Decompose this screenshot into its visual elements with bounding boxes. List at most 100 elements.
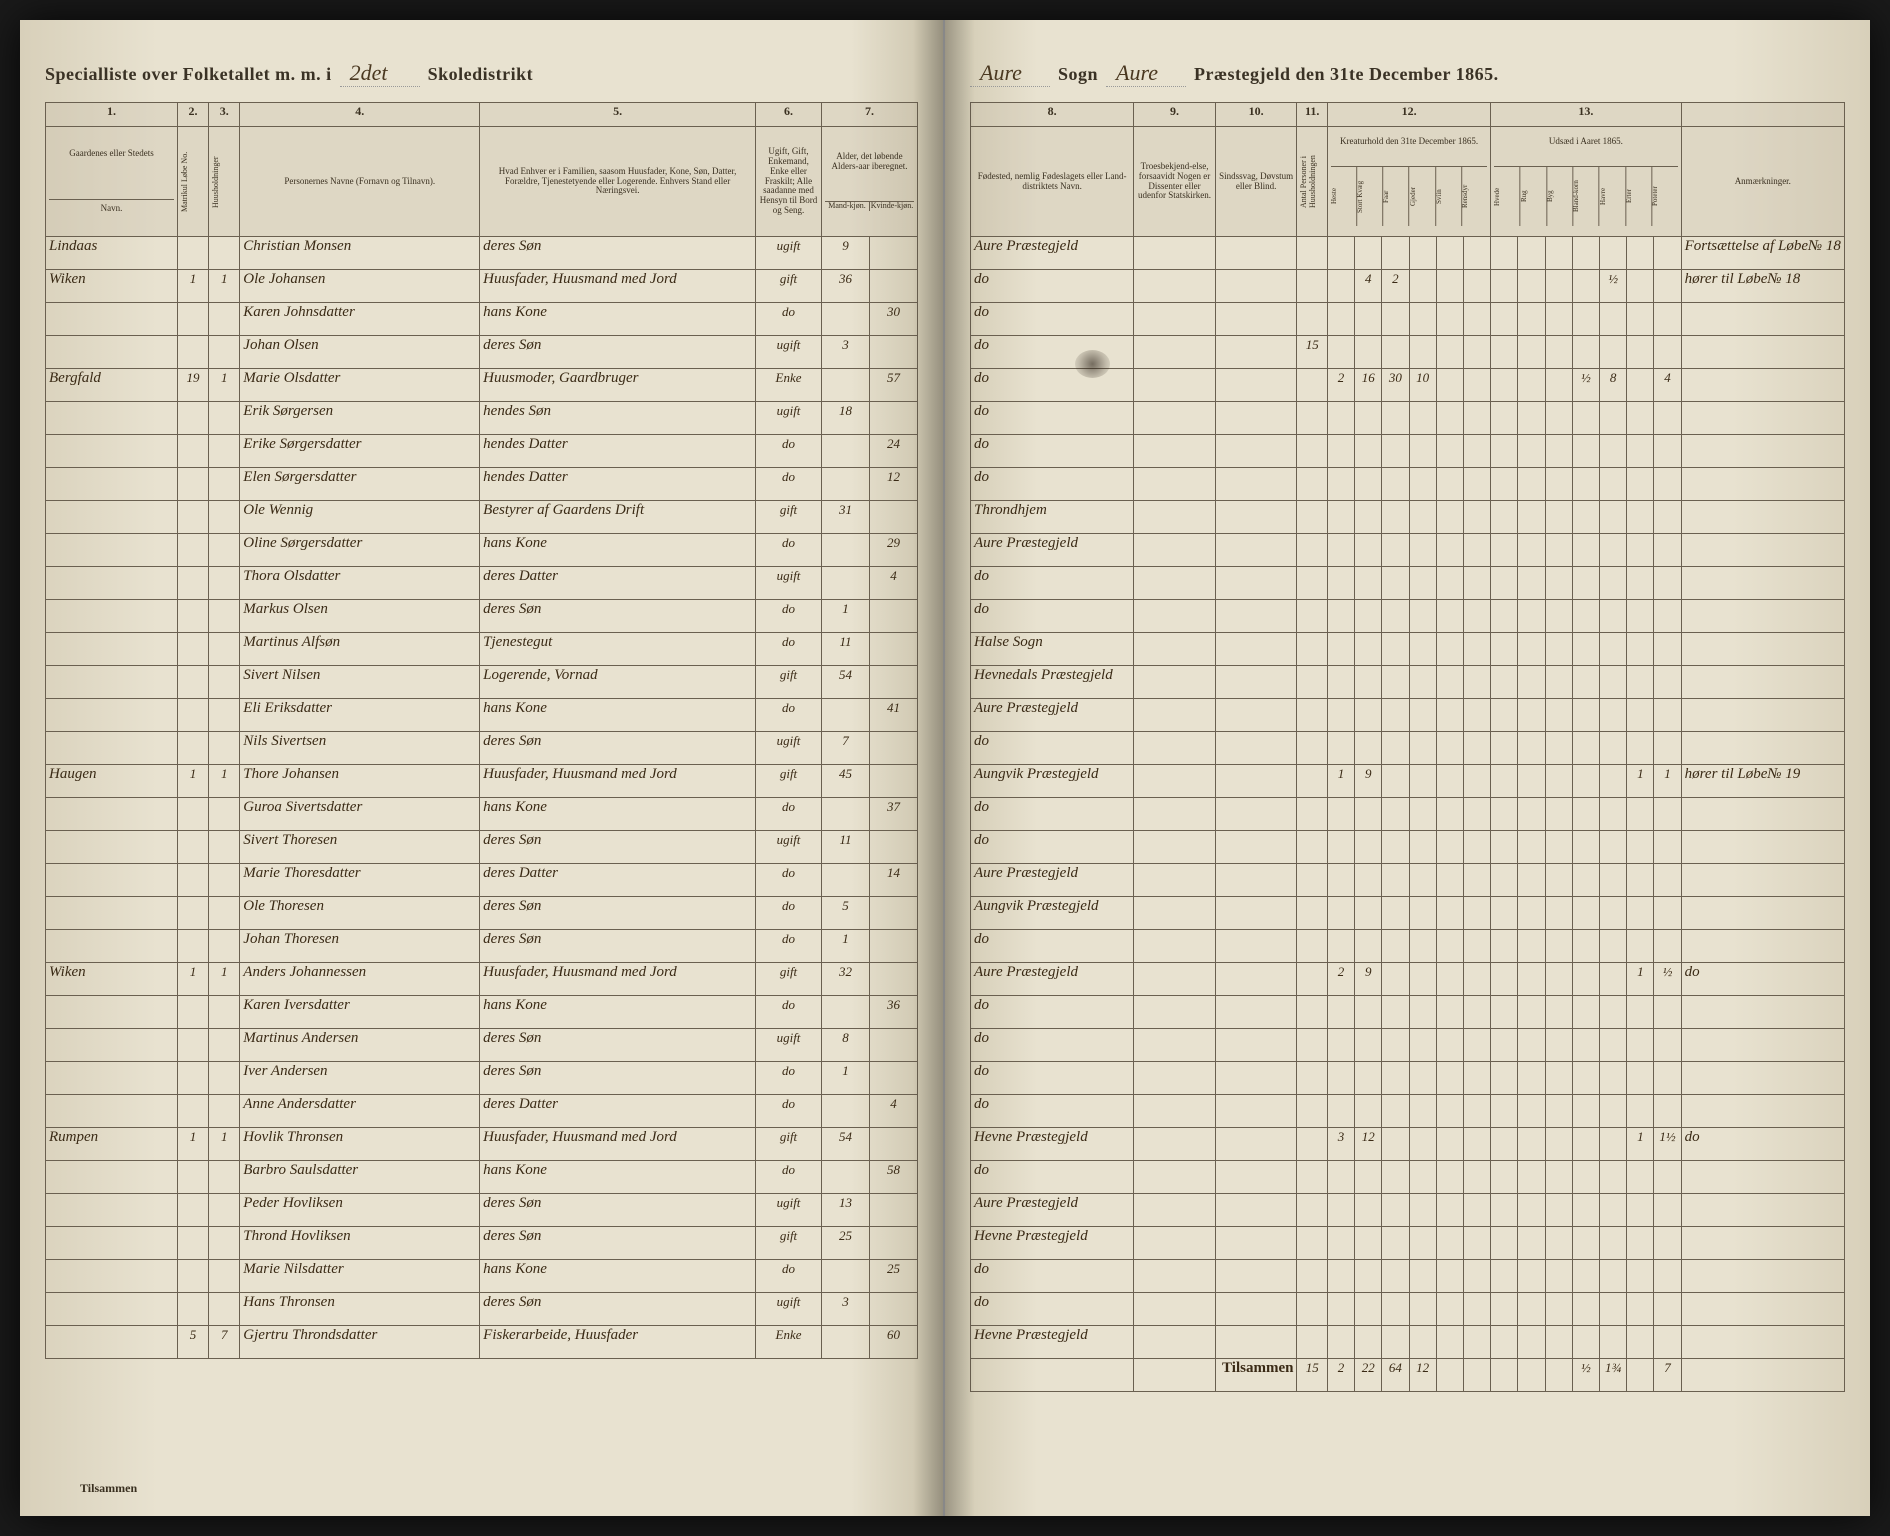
- cell: [1134, 600, 1216, 633]
- cell: [1681, 1161, 1844, 1194]
- cell: [1327, 534, 1354, 567]
- cell: [209, 633, 240, 666]
- cell: [1572, 996, 1599, 1029]
- table-row: do: [971, 303, 1845, 336]
- cell: [1600, 1095, 1627, 1128]
- cell: [1681, 303, 1844, 336]
- cell: [1409, 435, 1436, 468]
- cell: 54: [821, 666, 869, 699]
- cell: [1382, 402, 1409, 435]
- table-row: Eli Eriksdatterhans Konedo41: [46, 699, 918, 732]
- cell: 4: [869, 1095, 917, 1128]
- cell: 9: [821, 237, 869, 270]
- cell: [1545, 1062, 1572, 1095]
- table-row: do: [971, 831, 1845, 864]
- cell: [1518, 1095, 1545, 1128]
- cell: [1627, 270, 1654, 303]
- cell: [1409, 1293, 1436, 1326]
- cell: [1409, 237, 1436, 270]
- cell: [177, 1095, 208, 1128]
- header-sogn: Sogn: [1058, 64, 1098, 85]
- cell: [1491, 1128, 1518, 1161]
- header-printed-1: Specialliste over Folketallet m. m. i: [45, 64, 332, 85]
- cell: ugift: [756, 402, 822, 435]
- cell: Bergfald: [46, 369, 178, 402]
- cell: [177, 897, 208, 930]
- cell: [209, 1161, 240, 1194]
- cell: 13: [821, 1194, 869, 1227]
- cell: [1545, 369, 1572, 402]
- table-row: Throndhjem: [971, 501, 1845, 534]
- table-row: Aure Præstegjeld291½do: [971, 963, 1845, 996]
- cell: [1327, 1194, 1354, 1227]
- cell: [1327, 864, 1354, 897]
- cell: [1518, 501, 1545, 534]
- cell: [177, 534, 208, 567]
- cell: [1134, 1194, 1216, 1227]
- cell: Throndhjem: [971, 501, 1134, 534]
- cell: [1382, 666, 1409, 699]
- cell: [46, 1293, 178, 1326]
- cell: [1463, 1194, 1490, 1227]
- head-stand: Hvad Enhver er i Familien, saasom Huusfa…: [480, 127, 756, 237]
- cell: 2: [1327, 369, 1354, 402]
- cell: [177, 1161, 208, 1194]
- cell: [1215, 237, 1297, 270]
- cell: [1436, 864, 1463, 897]
- cell: [1463, 1326, 1490, 1359]
- cell: [1518, 1260, 1545, 1293]
- cell: [1134, 270, 1216, 303]
- table-row: LindaasChristian Monsenderes Sønugift9: [46, 237, 918, 270]
- cell: Johan Olsen: [240, 336, 480, 369]
- cell: [1600, 534, 1627, 567]
- cell: [1297, 1062, 1327, 1095]
- cell: [1297, 435, 1327, 468]
- cell: [1600, 666, 1627, 699]
- cell: [1215, 798, 1297, 831]
- cell: [1600, 996, 1627, 1029]
- cell: [1463, 1260, 1490, 1293]
- cell: [1297, 1293, 1327, 1326]
- cell: [1215, 963, 1297, 996]
- cell: [1436, 897, 1463, 930]
- col-13: 13.: [1491, 103, 1681, 127]
- cell: [1463, 1293, 1490, 1326]
- cell: 1: [821, 930, 869, 963]
- cell: [1545, 1293, 1572, 1326]
- table-row: do42½hører til Løbe№ 18: [971, 270, 1845, 303]
- cell: [1572, 1062, 1599, 1095]
- cell: Hevne Præstegjeld: [971, 1227, 1134, 1260]
- cell: [1382, 1128, 1409, 1161]
- cell: [1215, 435, 1297, 468]
- cell: [1518, 1161, 1545, 1194]
- cell: ugift: [756, 567, 822, 600]
- cell: [1654, 1194, 1681, 1227]
- cell: [1297, 600, 1327, 633]
- table-row: do: [971, 600, 1845, 633]
- right-table: 8. 9. 10. 11. 12. 13. Fødested, nemlig F…: [970, 102, 1845, 1392]
- cell: [1436, 402, 1463, 435]
- cell: Aure Præstegjeld: [971, 534, 1134, 567]
- table-row: Nils Sivertsenderes Sønugift7: [46, 732, 918, 765]
- table-row: do: [971, 798, 1845, 831]
- cell: [1436, 1326, 1463, 1359]
- cell: do: [971, 567, 1134, 600]
- cell: 24: [869, 435, 917, 468]
- table-row: Ole Thoresenderes Søndo5: [46, 897, 918, 930]
- cell: [1600, 468, 1627, 501]
- cell: [1215, 1326, 1297, 1359]
- district-number: 2det: [340, 60, 420, 87]
- cell: [1297, 1095, 1327, 1128]
- col-7: 7.: [821, 103, 917, 127]
- cell: [1409, 1029, 1436, 1062]
- cell: [1463, 1227, 1490, 1260]
- cell: [209, 600, 240, 633]
- head-troes: Troesbekjend-else, forsaavidt Nogen er D…: [1134, 127, 1216, 237]
- cell: [46, 534, 178, 567]
- cell: [1491, 1326, 1518, 1359]
- cell: [1600, 798, 1627, 831]
- cell: Martinus Alfsøn: [240, 633, 480, 666]
- cell: [1382, 1260, 1409, 1293]
- cell: 1: [177, 1128, 208, 1161]
- cell: [1436, 996, 1463, 1029]
